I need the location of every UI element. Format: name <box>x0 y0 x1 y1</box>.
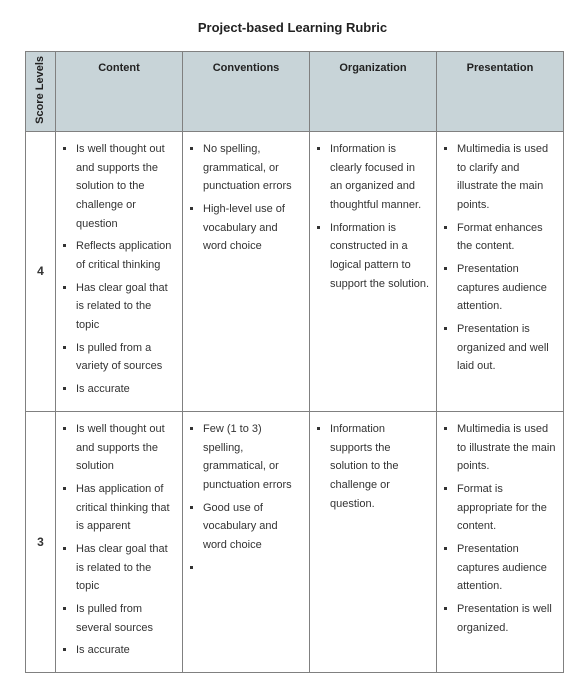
header-organization: Organization <box>310 52 437 132</box>
rubric-cell: Multimedia is used to illustrate the mai… <box>437 411 564 672</box>
list-item: Reflects application of critical thinkin… <box>76 237 176 274</box>
rubric-cell: Information is clearly focused in an org… <box>310 131 437 411</box>
list-item: Presentation captures audience attention… <box>457 260 557 316</box>
list-item: Has clear goal that is related to the to… <box>76 540 176 596</box>
list-item: Information is clearly focused in an org… <box>330 140 430 215</box>
criteria-list: Information supports the solution to the… <box>314 420 430 513</box>
criteria-list: Multimedia is used to illustrate the mai… <box>441 420 557 638</box>
criteria-list: No spelling, grammatical, or punctuation… <box>187 140 303 256</box>
header-presentation: Presentation <box>437 52 564 132</box>
criteria-list: Is well thought out and supports the sol… <box>60 140 176 399</box>
list-item: Information is constructed in a logical … <box>330 219 430 294</box>
list-item: Information supports the solution to the… <box>330 420 430 513</box>
list-item: Presentation is organized and well laid … <box>457 320 557 376</box>
rubric-cell: Few (1 to 3) spelling, grammatical, or p… <box>183 411 310 672</box>
rubric-cell: Is well thought out and supports the sol… <box>56 131 183 411</box>
header-row: Score Levels Content Conventions Organiz… <box>26 52 564 132</box>
criteria-list: Few (1 to 3) spelling, grammatical, or p… <box>187 420 303 578</box>
list-item: Has application of critical thinking tha… <box>76 480 176 536</box>
table-row: 3 Is well thought out and supports the so… <box>26 411 564 672</box>
list-item: Good use of vocabulary and word choice <box>203 499 303 555</box>
table-row: 4Is well thought out and supports the so… <box>26 131 564 411</box>
header-conventions: Conventions <box>183 52 310 132</box>
rubric-table: Score Levels Content Conventions Organiz… <box>25 51 564 673</box>
list-item: Few (1 to 3) spelling, grammatical, or p… <box>203 420 303 495</box>
header-score-levels: Score Levels <box>26 52 56 132</box>
rubric-cell: Information supports the solution to the… <box>310 411 437 672</box>
list-item: Has clear goal that is related to the to… <box>76 279 176 335</box>
header-content: Content <box>56 52 183 132</box>
list-item: Multimedia is used to clarify and illust… <box>457 140 557 215</box>
list-item: High-level use of vocabulary and word ch… <box>203 200 303 256</box>
list-item: Is accurate <box>76 641 176 660</box>
criteria-list: Is well thought out and supports the sol… <box>60 420 176 660</box>
list-item: Format is appropriate for the content. <box>457 480 557 536</box>
list-item: Presentation captures audience attention… <box>457 540 557 596</box>
list-item: Is pulled from a variety of sources <box>76 339 176 376</box>
list-item: Format enhances the content. <box>457 219 557 256</box>
page-title: Project-based Learning Rubric <box>25 20 560 35</box>
score-cell: 4 <box>26 131 56 411</box>
list-item: Is accurate <box>76 380 176 399</box>
list-item: Is pulled from several sources <box>76 600 176 637</box>
list-item: No spelling, grammatical, or punctuation… <box>203 140 303 196</box>
rubric-cell: Is well thought out and supports the sol… <box>56 411 183 672</box>
rubric-cell: Multimedia is used to clarify and illust… <box>437 131 564 411</box>
list-item <box>203 559 303 578</box>
list-item: Multimedia is used to illustrate the mai… <box>457 420 557 476</box>
criteria-list: Multimedia is used to clarify and illust… <box>441 140 557 376</box>
score-cell: 3 <box>26 411 56 672</box>
criteria-list: Information is clearly focused in an org… <box>314 140 430 294</box>
list-item: Is well thought out and supports the sol… <box>76 420 176 476</box>
list-item: Is well thought out and supports the sol… <box>76 140 176 233</box>
list-item: Presentation is well organized. <box>457 600 557 637</box>
rubric-cell: No spelling, grammatical, or punctuation… <box>183 131 310 411</box>
